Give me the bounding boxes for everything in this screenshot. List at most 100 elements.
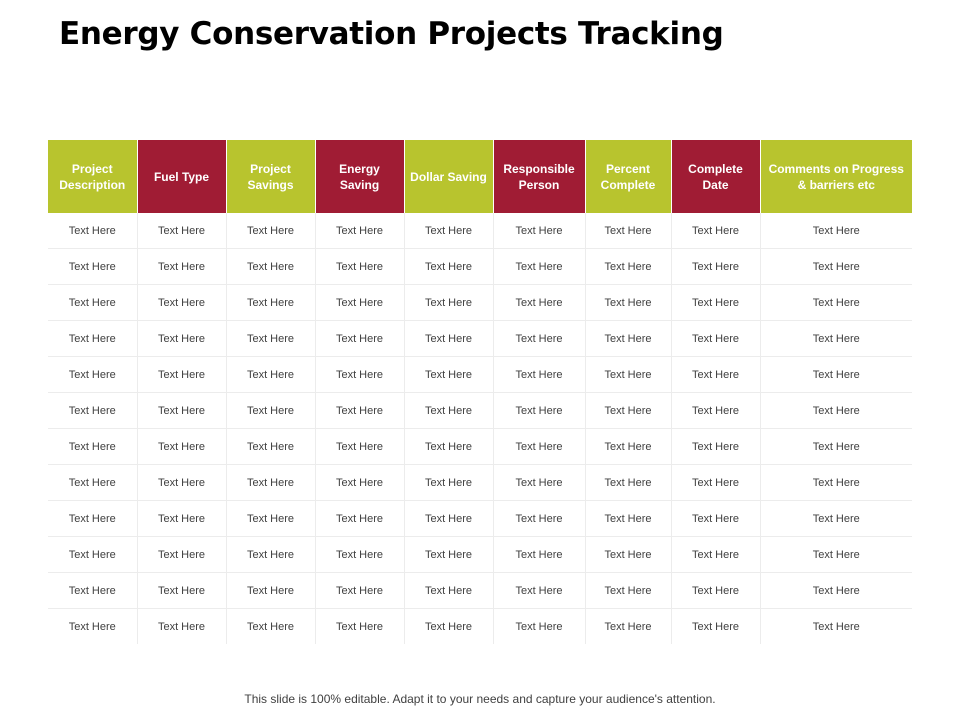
- table-cell: Text Here: [226, 536, 316, 573]
- table-cell: Text Here: [137, 536, 227, 573]
- table-cell: Text Here: [493, 572, 586, 609]
- table-cell: Text Here: [226, 500, 316, 537]
- column-header: Percent Complete: [585, 140, 672, 213]
- table-cell: Text Here: [315, 536, 405, 573]
- table-cell: Text Here: [315, 213, 405, 249]
- table-header-row: Project Description Fuel Type Project Savi…: [48, 140, 912, 213]
- table-cell: Text Here: [585, 536, 672, 573]
- table-cell: Text Here: [137, 356, 227, 393]
- column-header: Energy Saving: [315, 140, 405, 213]
- table-row: Text Here Text Here Text Here Text Here Text…: [48, 608, 912, 644]
- table-cell: Text Here: [493, 320, 586, 357]
- table-cell: Text Here: [404, 248, 494, 285]
- table-cell: Text Here: [585, 392, 672, 429]
- table-cell: Text Here: [137, 392, 227, 429]
- table-cell: Text Here: [404, 392, 494, 429]
- column-header: Project Savings: [226, 140, 316, 213]
- table-cell: Text Here: [48, 284, 138, 321]
- table-cell: Text Here: [226, 428, 316, 465]
- table-cell: Text Here: [48, 500, 138, 537]
- table-cell: Text Here: [493, 284, 586, 321]
- table-cell: Text Here: [315, 572, 405, 609]
- table-cell: Text Here: [760, 536, 912, 573]
- table-cell: Text Here: [315, 428, 405, 465]
- column-header: Complete Date: [671, 140, 761, 213]
- table-cell: Text Here: [404, 536, 494, 573]
- table-row: Text Here Text Here Text Here Text Here Text…: [48, 213, 912, 249]
- table-cell: Text Here: [760, 572, 912, 609]
- table-cell: Text Here: [137, 213, 227, 249]
- table-cell: Text Here: [315, 464, 405, 501]
- table-cell: Text Here: [226, 284, 316, 321]
- table-cell: Text Here: [585, 428, 672, 465]
- column-header: Dollar Saving: [404, 140, 494, 213]
- table-row: Text Here Text Here Text Here Text Here Text…: [48, 248, 912, 285]
- table-cell: Text Here: [404, 500, 494, 537]
- table-cell: Text Here: [137, 248, 227, 285]
- table-cell: Text Here: [226, 356, 316, 393]
- table-cell: Text Here: [493, 428, 586, 465]
- table-cell: Text Here: [671, 500, 761, 537]
- table-cell: Text Here: [315, 320, 405, 357]
- table-cell: Text Here: [315, 500, 405, 537]
- table-cell: Text Here: [671, 213, 761, 249]
- table-cell: Text Here: [493, 392, 586, 429]
- table-cell: Text Here: [315, 608, 405, 644]
- table-cell: Text Here: [671, 356, 761, 393]
- table-cell: Text Here: [671, 248, 761, 285]
- table-cell: Text Here: [585, 608, 672, 644]
- table-cell: Text Here: [585, 284, 672, 321]
- table-row: Text Here Text Here Text Here Text Here Text…: [48, 428, 912, 465]
- footer-note: This slide is 100% editable. Adapt it to…: [244, 692, 716, 706]
- table-cell: Text Here: [493, 536, 586, 573]
- table-cell: Text Here: [315, 284, 405, 321]
- column-header: Fuel Type: [137, 140, 227, 213]
- table-cell: Text Here: [48, 428, 138, 465]
- table-cell: Text Here: [493, 608, 586, 644]
- table-cell: Text Here: [760, 392, 912, 429]
- table-cell: Text Here: [404, 213, 494, 249]
- table-cell: Text Here: [226, 213, 316, 249]
- table-cell: Text Here: [671, 284, 761, 321]
- table-cell: Text Here: [585, 464, 672, 501]
- table-cell: Text Here: [315, 248, 405, 285]
- table-cell: Text Here: [760, 500, 912, 537]
- table-cell: Text Here: [137, 500, 227, 537]
- table-cell: Text Here: [404, 356, 494, 393]
- table-row: Text Here Text Here Text Here Text Here Text…: [48, 392, 912, 429]
- column-header: Comments on Progress & barriers etc: [760, 140, 912, 213]
- table-body: Text Here Text Here Text Here Text Here Text…: [48, 213, 912, 644]
- table-cell: Text Here: [226, 464, 316, 501]
- table-cell: Text Here: [137, 608, 227, 644]
- table-cell: Text Here: [315, 392, 405, 429]
- table-cell: Text Here: [48, 320, 138, 357]
- table-cell: Text Here: [585, 356, 672, 393]
- table-cell: Text Here: [226, 392, 316, 429]
- table-cell: Text Here: [404, 284, 494, 321]
- table-cell: Text Here: [48, 248, 138, 285]
- table-cell: Text Here: [671, 536, 761, 573]
- column-header: Responsible Person: [493, 140, 586, 213]
- table-cell: Text Here: [585, 320, 672, 357]
- table-cell: Text Here: [226, 248, 316, 285]
- table-cell: Text Here: [493, 500, 586, 537]
- table-row: Text Here Text Here Text Here Text Here Text…: [48, 464, 912, 501]
- table-cell: Text Here: [760, 284, 912, 321]
- table-cell: Text Here: [137, 464, 227, 501]
- table-cell: Text Here: [760, 356, 912, 393]
- table-cell: Text Here: [404, 428, 494, 465]
- table-cell: Text Here: [48, 572, 138, 609]
- table-cell: Text Here: [585, 248, 672, 285]
- table-cell: Text Here: [585, 213, 672, 249]
- table-cell: Text Here: [48, 392, 138, 429]
- projects-tracking-table: Project Description Fuel Type Project Savi…: [48, 140, 912, 644]
- table-cell: Text Here: [226, 320, 316, 357]
- table-cell: Text Here: [493, 213, 586, 249]
- table-cell: Text Here: [671, 464, 761, 501]
- page-title: Energy Conservation Projects Tracking: [59, 16, 724, 52]
- table-cell: Text Here: [760, 320, 912, 357]
- table-cell: Text Here: [48, 608, 138, 644]
- table-cell: Text Here: [760, 428, 912, 465]
- table-cell: Text Here: [671, 572, 761, 609]
- table-cell: Text Here: [48, 536, 138, 573]
